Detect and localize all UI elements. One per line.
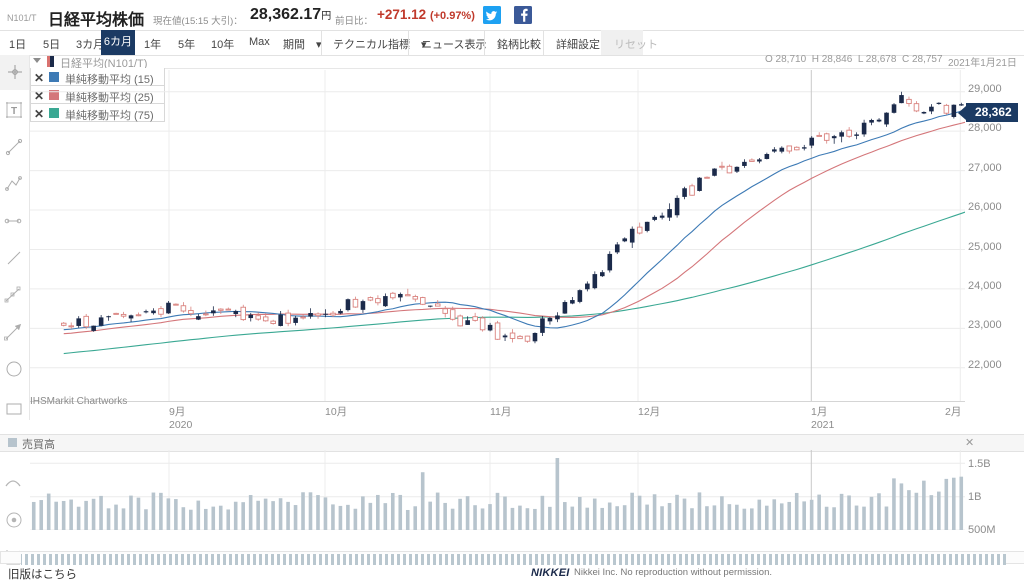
svg-text:T: T [11, 106, 17, 117]
